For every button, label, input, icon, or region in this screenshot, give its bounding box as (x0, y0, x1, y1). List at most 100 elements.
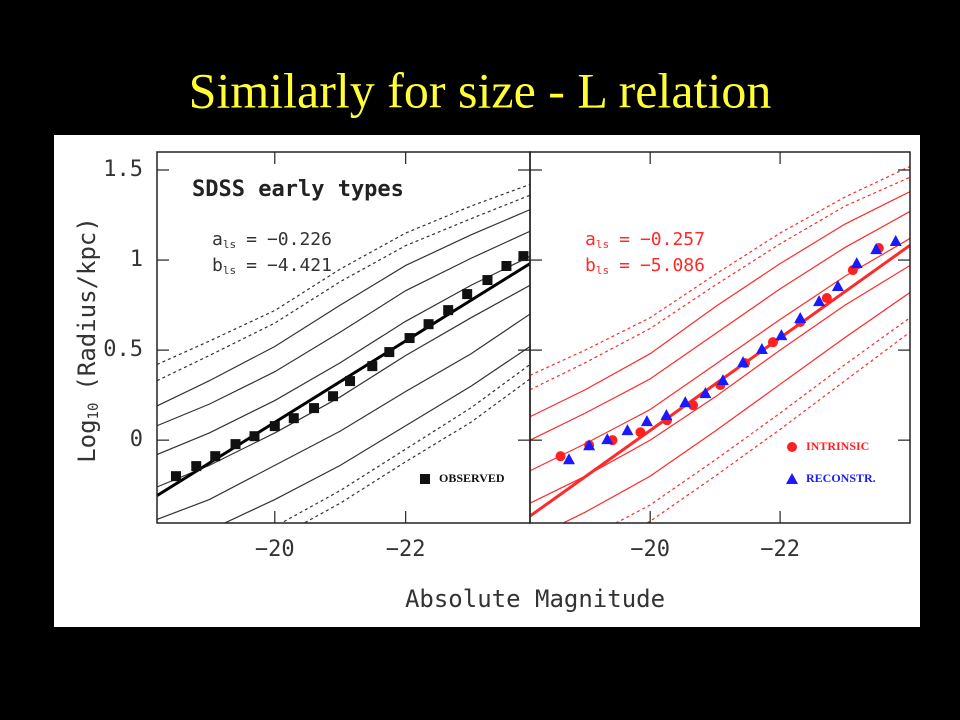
marker-circle (635, 427, 646, 438)
legend-marker (786, 473, 798, 484)
marker-triangle (775, 329, 788, 341)
marker-triangle (716, 374, 729, 386)
annotation-sub: ls (596, 264, 609, 277)
annotation-symbol: a (585, 229, 596, 250)
marker-circle (688, 400, 699, 411)
marker-square (443, 305, 454, 316)
marker-triangle (737, 356, 750, 368)
annotation-eq: = (246, 255, 257, 276)
marker-square (482, 275, 493, 286)
marker-square (501, 261, 512, 272)
slide-title: Similarly for size - L relation (189, 62, 772, 118)
marker-triangle (660, 409, 673, 421)
annotation-value: −0.226 (267, 229, 332, 250)
y-axis-label-sub: 10 (86, 403, 102, 420)
y-axis-label-main: Log (73, 419, 101, 462)
marker-triangle (889, 234, 902, 246)
marker-square (404, 333, 415, 344)
y-tick-label: 1.5 (103, 157, 143, 182)
contour-line (530, 165, 910, 376)
annotation-sub: ls (223, 238, 236, 251)
contour-line (157, 284, 530, 488)
marker-triangle (755, 343, 768, 355)
annotation-sub: ls (596, 238, 609, 251)
marker-circle (767, 337, 778, 348)
marker-square (328, 391, 339, 402)
annotation-eq: = (619, 229, 630, 250)
contour-line (157, 313, 530, 520)
x-tick-label: −20 (630, 537, 670, 562)
annotation-eq: = (619, 255, 630, 276)
contour-line (157, 194, 530, 382)
marker-square (191, 461, 202, 472)
marker-square (210, 451, 221, 462)
y-tick-label: 0.5 (103, 337, 143, 362)
legend-marker (787, 442, 797, 452)
marker-triangle (794, 312, 807, 324)
legend-label: OBSERVED (439, 471, 505, 485)
marker-triangle (850, 257, 863, 269)
figure-panel (54, 135, 920, 627)
marker-square (518, 251, 529, 262)
marker-square (345, 376, 356, 387)
legend-label: INTRINSIC (806, 439, 869, 453)
annotation-sub: ls (223, 264, 236, 277)
y-tick-label: 0 (130, 427, 143, 452)
annotation-symbol: a (212, 229, 223, 250)
plot-area (157, 183, 530, 523)
marker-circle (821, 293, 832, 304)
contour-line (223, 346, 530, 523)
axes-frame (529, 151, 911, 524)
annotation-value: −4.421 (267, 255, 332, 276)
x-tick-label: −22 (386, 537, 426, 562)
marker-triangle (870, 243, 883, 255)
legend-marker (420, 474, 430, 484)
contour-line (530, 210, 910, 441)
annotation-symbol: b (212, 255, 223, 276)
annotation: als = −0.226 (212, 229, 332, 251)
annotation: bls = −4.421 (212, 255, 332, 277)
marker-triangle (562, 453, 575, 465)
marker-triangle (621, 424, 634, 436)
marker-square (309, 403, 320, 414)
plot-area (530, 165, 910, 523)
y-axis-label-rest: (Radius/kpc) (73, 217, 101, 390)
y-axis-label: Log10 (Radius/kpc) (73, 217, 102, 463)
x-tick-label: −20 (255, 537, 295, 562)
marker-square (384, 347, 395, 358)
contour-line (530, 191, 910, 418)
x-tick-label: −22 (760, 537, 800, 562)
marker-square (423, 319, 434, 330)
marker-triangle (831, 279, 844, 291)
marker-square (269, 421, 280, 432)
marker-square (288, 413, 299, 424)
marker-square (367, 361, 378, 372)
annotation-symbol: b (585, 255, 596, 276)
marker-square (230, 439, 241, 450)
marker-square (462, 289, 473, 300)
marker-triangle (640, 415, 653, 427)
contour-line (561, 291, 910, 523)
marker-triangle (813, 295, 826, 307)
marker-square (249, 431, 260, 442)
chart-title: SDSS early types (192, 177, 404, 202)
annotation: bls = −5.086 (585, 255, 705, 277)
contour-line (157, 209, 530, 407)
legend-label: RECONSTR. (806, 471, 876, 485)
marker-circle (555, 451, 566, 462)
marker-triangle (601, 433, 614, 445)
contour-line (157, 230, 530, 427)
annotation-value: −5.086 (640, 255, 705, 276)
annotation: als = −0.257 (585, 229, 705, 251)
y-tick-label: 1 (130, 247, 143, 272)
x-axis-label: Absolute Magnitude (405, 585, 665, 613)
marker-triangle (583, 439, 596, 451)
marker-triangle (699, 387, 712, 399)
contour-line (530, 176, 910, 391)
annotation-eq: = (246, 229, 257, 250)
marker-square (170, 471, 181, 482)
